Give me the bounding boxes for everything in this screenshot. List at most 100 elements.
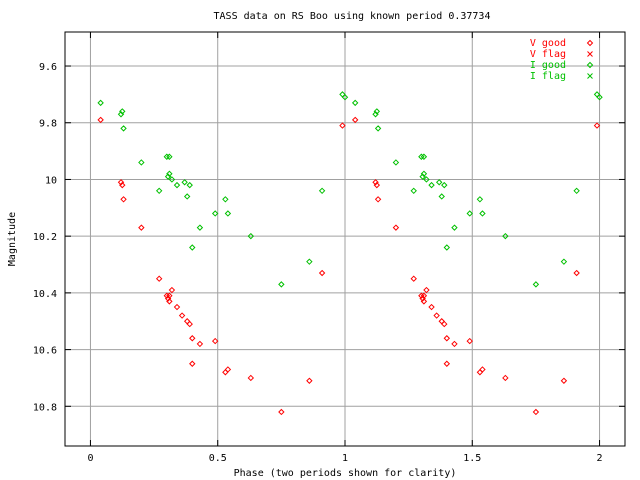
data-point-v-good bbox=[138, 224, 145, 231]
data-point-v-good bbox=[372, 179, 379, 186]
y-tick-label: 10.2 bbox=[33, 232, 57, 243]
data-point-i-good bbox=[420, 153, 428, 160]
data-point-v-good bbox=[428, 303, 435, 311]
data-point-i-good bbox=[211, 210, 219, 217]
data-point-i-good bbox=[168, 176, 176, 183]
y-tick-label: 10.8 bbox=[33, 402, 57, 413]
data-point-v-good bbox=[168, 286, 176, 294]
data-point-i-good bbox=[189, 244, 196, 251]
data-point-i-good bbox=[166, 170, 173, 177]
data-point-v-good bbox=[166, 298, 173, 305]
data-point-i-good bbox=[410, 187, 417, 195]
data-point-v-good bbox=[593, 122, 601, 129]
data-point-v-good bbox=[278, 408, 285, 416]
data-point-v-good bbox=[178, 312, 186, 319]
data-point-v-good bbox=[189, 335, 196, 342]
data-point-i-good bbox=[423, 176, 430, 183]
y-tick-label: 10.6 bbox=[33, 346, 57, 357]
x-tick-label: 1 bbox=[342, 453, 348, 464]
data-point-i-good bbox=[596, 94, 603, 101]
data-point-v-good bbox=[119, 181, 126, 189]
data-point-i-good bbox=[278, 281, 285, 288]
data-point-v-good bbox=[351, 116, 359, 124]
data-point-i-good bbox=[573, 187, 580, 195]
data-point-v-good bbox=[97, 116, 104, 124]
data-point-i-good bbox=[373, 108, 381, 115]
data-point-v-good bbox=[532, 408, 540, 416]
data-point-v-good bbox=[373, 181, 381, 189]
data-point-v-good bbox=[155, 275, 163, 282]
data-point-i-good bbox=[247, 232, 255, 240]
data-point-i-good bbox=[435, 179, 443, 186]
data-point-i-good bbox=[166, 153, 173, 160]
data-point-i-good bbox=[479, 210, 486, 217]
x-tick-label: 0.5 bbox=[209, 453, 227, 464]
data-point-v-good bbox=[410, 275, 417, 282]
x-tick-label: 2 bbox=[597, 453, 603, 464]
data-point-i-good bbox=[476, 196, 484, 203]
legend-label-v-flag: V flag bbox=[530, 49, 566, 60]
data-point-v-good bbox=[433, 312, 440, 319]
chart-title: TASS data on RS Boo using known period 0… bbox=[214, 11, 491, 22]
plot-frame bbox=[64, 31, 626, 447]
data-point-v-good bbox=[173, 303, 181, 311]
data-point-i-good bbox=[428, 181, 435, 189]
data-point-i-good bbox=[420, 170, 428, 177]
data-point-v-good bbox=[573, 269, 580, 277]
data-point-v-good bbox=[339, 122, 346, 129]
data-point-v-good bbox=[392, 224, 400, 231]
data-point-v-good bbox=[189, 360, 196, 367]
data-point-v-good bbox=[247, 374, 255, 382]
data-point-v-good bbox=[163, 292, 171, 299]
data-point-v-good bbox=[166, 292, 173, 299]
data-point-v-good bbox=[443, 335, 451, 342]
x-tick-label: 0 bbox=[87, 453, 93, 464]
x-axis-label: Phase (two periods shown for clarity) bbox=[234, 468, 457, 479]
x-tick-label: 1.5 bbox=[463, 453, 481, 464]
data-point-v-good bbox=[451, 340, 458, 348]
data-point-i-good bbox=[224, 210, 232, 217]
data-point-v-good bbox=[441, 320, 448, 328]
data-point-v-good bbox=[560, 377, 568, 384]
legend-label-i-good: I good bbox=[530, 60, 566, 71]
data-point-v-good bbox=[423, 286, 430, 294]
data-point-i-good bbox=[466, 210, 473, 217]
data-point-i-good bbox=[502, 232, 509, 240]
data-point-v-good bbox=[224, 366, 232, 373]
data-point-i-good bbox=[351, 99, 359, 107]
data-point-v-good bbox=[418, 292, 425, 299]
legend-marker-i-flag bbox=[587, 73, 593, 79]
data-point-i-good bbox=[318, 187, 326, 195]
data-point-i-good bbox=[97, 99, 104, 107]
data-point-i-good bbox=[155, 187, 163, 195]
data-point-v-good bbox=[466, 337, 473, 345]
legend-marker-v-flag bbox=[587, 51, 593, 57]
y-tick-label: 9.8 bbox=[39, 119, 57, 130]
data-point-i-good bbox=[183, 193, 191, 200]
data-point-i-good bbox=[196, 224, 204, 231]
data-point-v-good bbox=[502, 374, 509, 382]
data-point-v-good bbox=[374, 196, 382, 203]
data-point-v-good bbox=[120, 196, 127, 203]
data-point-v-good bbox=[479, 366, 486, 373]
grid-lines bbox=[65, 32, 625, 446]
legend-label-i-flag: I flag bbox=[530, 71, 566, 82]
data-point-i-good bbox=[120, 125, 127, 132]
data-point-v-good bbox=[211, 337, 219, 345]
data-point-i-good bbox=[451, 224, 458, 231]
data-point-v-good bbox=[443, 360, 451, 367]
data-point-i-good bbox=[374, 125, 382, 132]
data-point-i-good bbox=[441, 181, 448, 189]
data-point-v-good bbox=[186, 320, 193, 328]
legend-label-v-good: V good bbox=[530, 38, 566, 49]
axis-ticks: 0 0.5 1 1.5 2 9.6 9.8 10 10.2 10.4 10.6 10.8 bbox=[33, 32, 625, 464]
data-point-v-good bbox=[420, 292, 428, 299]
data-point-i-good bbox=[418, 153, 425, 160]
data-point-i-good bbox=[186, 181, 193, 189]
data-points bbox=[97, 91, 603, 416]
data-point-i-good bbox=[119, 108, 126, 115]
data-point-v-good bbox=[420, 298, 428, 305]
data-point-i-good bbox=[560, 258, 568, 265]
